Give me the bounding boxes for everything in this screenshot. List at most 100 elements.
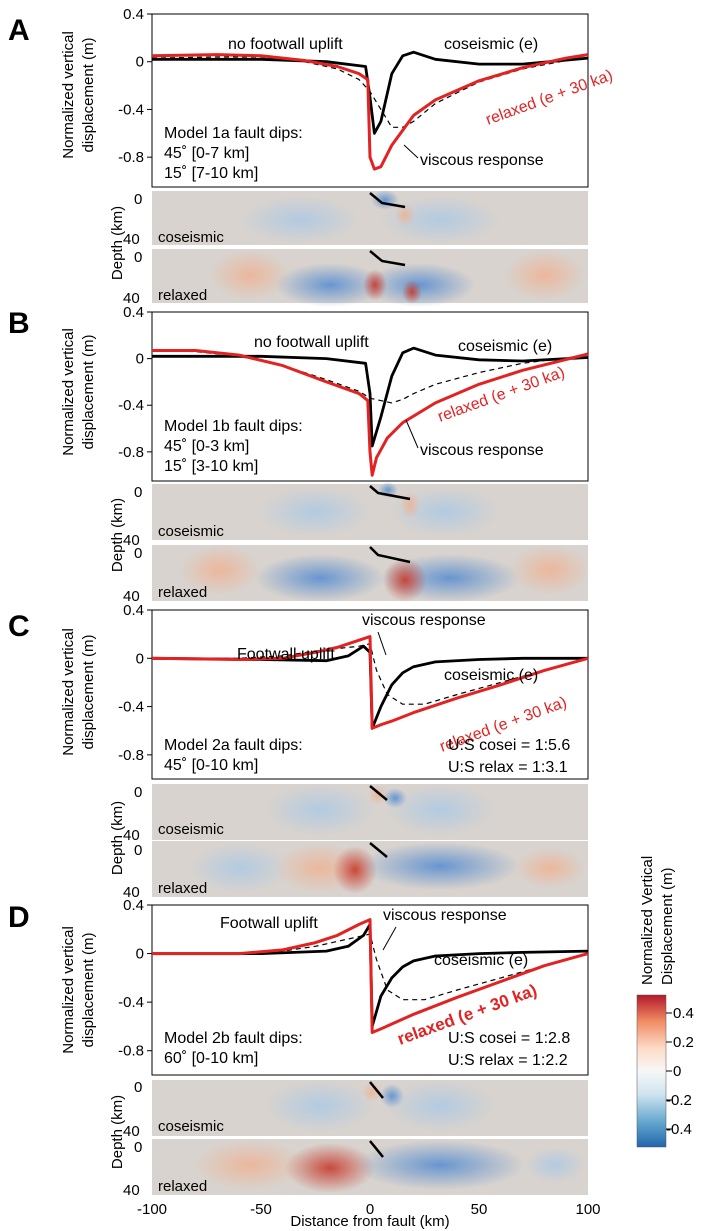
y-axis-label-d-1: Normalized vertical [60,926,77,1054]
depth-tick-a-bot-1: 40 [123,231,140,248]
series-line-coseismic-b [152,346,589,448]
model-text-c-1: Model 2a fault dips: [164,737,303,754]
y-tick-label-d-4: -0.8 [118,1043,144,1060]
label-viscous-response-a: viscous response [420,152,544,169]
x-tick-bottom-4: 50 [471,1201,488,1218]
deformation-map-relaxed-d: relaxed [152,1139,588,1195]
x-tick-bottom-3: 0 [366,1201,374,1218]
depth-tick-a-top-1: 0 [134,191,142,208]
pointer-viscous-a [403,144,419,159]
panel-letter-d: D [8,901,30,934]
depth-tick-d-top-1: 0 [134,1079,142,1096]
depth-tick-b-bot-2: 40 [123,588,140,605]
colorbar-tick-5: -0.4 [666,1121,692,1138]
map-label-relaxed-d: relaxed [158,1178,207,1195]
y-tick-label-b-2: 0 [136,351,144,368]
pointer-viscous-b [405,419,419,449]
depth-axis-label-a: Depth (km) [109,206,126,280]
y-tick-label-c-3: -0.4 [118,699,144,716]
pointer-viscous-d [382,926,397,951]
series-line-coseismic-c [151,644,588,730]
label-coseismic-b: coseismic (e) [458,338,552,355]
line-plot-b: 0.4 0 -0.4 -0.8 [118,304,589,482]
deformation-map-relaxed-c: relaxed [152,841,588,897]
map-label-relaxed-c: relaxed [158,880,207,897]
us-relax-c: U:S relax = 1:3.1 [448,759,568,776]
plot-frame-c [151,609,589,780]
us-cosei-c: U:S cosei = 1:5.6 [448,737,570,754]
map-label-coseismic-d: coseismic [158,1118,224,1135]
y-tick-label-d-3: -0.4 [118,994,144,1011]
colorbar-tick-2: 0.2 [673,1034,694,1051]
x-axis-label: Distance from fault (km) [290,1213,449,1230]
model-text-b-1: Model 1b fault dips: [164,418,303,435]
depth-tick-c-top-1: 0 [134,784,142,801]
line-plot-d: 0.4 0 -0.4 -0.8 [118,897,589,1076]
model-text-a-3: 15˚ [7-10 km] [164,165,258,182]
y-tick-label-b-3: -0.4 [118,397,144,414]
depth-tick-b-bot-1: 40 [123,532,140,549]
y-tick-label-a-1: 0.4 [123,6,144,23]
label-coseismic-d: coseismic (e) [434,952,528,969]
label-coseismic-a: coseismic (e) [444,36,538,53]
depth-tick-a-bot-2: 40 [123,290,140,307]
panel-letter-b: B [8,307,30,340]
deformation-map-relaxed-b: relaxed [152,545,590,602]
colorbar-tick-4: -0.2 [666,1092,692,1109]
label-relaxed-a: relaxed (e + 30 ka) [484,67,616,129]
depth-tick-d-bot-2: 40 [123,1182,140,1199]
y-axis-label-a-2: displacement (m) [80,37,97,152]
model-text-c-2: 45˚ [0-10 km] [164,757,258,774]
us-relax-d: U:S relax = 1:2.2 [448,1052,568,1069]
model-text-a-2: 45˚ [0-7 km] [164,145,249,162]
deformation-map-coseismic-b: coseismic [152,482,588,540]
series-line-relaxed-a [151,53,589,171]
series-line-relaxed-b [152,349,589,477]
plot-frame-d [151,904,589,1076]
x-tick-bottom-2: -50 [250,1201,272,1218]
panel-letter-c: C [8,610,30,643]
colorbar: Normalized Vertical Displacement (m) 0.4… [636,856,694,1148]
depth-tick-c-top-2: 0 [134,842,142,859]
series-line-viscous-c [152,643,589,705]
plot-frame-a [151,13,589,188]
y-tick-label-b-4: -0.8 [118,444,144,461]
map-label-coseismic-c: coseismic [158,821,224,838]
depth-tick-c-bot-2: 40 [123,884,140,901]
model-text-a-1: Model 1a fault dips: [164,125,303,142]
label-viscous-response-d: viscous response [383,907,507,924]
deformation-map-coseismic-a: coseismic [152,190,588,246]
panel-letter-a: A [8,14,30,47]
depth-tick-b-top-2: 0 [134,545,142,562]
panel-c: C Normalized vertical displacement (m) 0… [8,602,589,901]
depth-tick-c-bot-1: 40 [123,827,140,844]
label-coseismic-c: coseismic (e) [444,667,538,684]
y-axis-label-b-1: Normalized vertical [60,328,77,456]
map-label-relaxed-a: relaxed [158,287,207,304]
y-tick-label-a-3: -0.4 [118,101,144,118]
bottom-x-axis: -100 -50 0 50 100 Distance from fault (k… [137,1201,601,1230]
label-viscous-response-c: viscous response [362,612,486,629]
depth-axis-label-c: Depth (km) [109,801,126,875]
map-label-coseismic-a: coseismic [158,229,224,246]
panel-a: A Normalized vertical displacement (m) 0… [8,6,615,307]
colorbar-tick-3: 0 [673,1063,681,1080]
y-tick-label-d-1: 0.4 [123,897,144,914]
label-footwall-uplift-c: Footwall uplift [237,646,335,663]
plot-frame-b [151,311,589,482]
y-axis-label-c-2: displacement (m) [80,634,97,749]
depth-axis-label-b: Depth (km) [109,498,126,572]
y-tick-label-d-2: 0 [136,946,144,963]
y-tick-label-a-2: 0 [136,54,144,71]
colorbar-tick-1: 0.4 [673,1005,694,1022]
series-line-viscous-d [152,933,589,1001]
model-text-d-1: Model 2b fault dips: [164,1030,303,1047]
colorbar-title-2: Displacement (m) [659,867,676,985]
series-line-relaxed-c [151,635,589,730]
deformation-map-relaxed-a: relaxed [152,249,588,307]
y-axis-label-c-1: Normalized vertical [60,628,77,756]
colorbar-gradient [636,994,667,1148]
y-tick-label-c-2: 0 [136,650,144,667]
line-plot-c: 0.4 0 -0.4 -0.8 [118,602,589,780]
x-tick-bottom-1: -100 [137,1201,167,1218]
